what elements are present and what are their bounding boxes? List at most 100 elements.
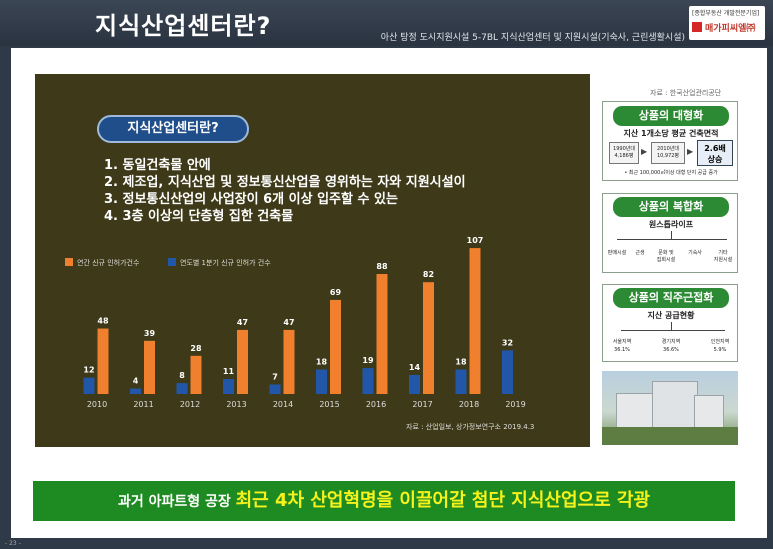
bar-annual	[190, 355, 202, 394]
card-complex-sub: 원스톱라이프	[648, 220, 694, 229]
bar-q1	[130, 388, 141, 394]
region-name: 서울지역	[612, 339, 632, 345]
bar-annual	[376, 274, 388, 394]
box-2010s: 2010년대 10,972평	[651, 142, 685, 164]
card-proximity-sub: 지산 공급현황	[647, 311, 695, 320]
definition-item: 1. 동일건축물 안에	[104, 158, 211, 173]
facility-item: 문화 및 집회시설	[656, 250, 676, 263]
data-label: 4	[133, 377, 139, 386]
card-large-scale: 상품의 대형화 지산 1개소당 평균 건축면적 1990년대 4,186평 ▶ …	[602, 101, 738, 181]
facility-item: 근생	[635, 250, 645, 256]
data-label: 47	[237, 318, 248, 327]
bar-q1	[83, 377, 95, 394]
definition-item: 4. 3층 이상의 단층형 집한 건축물	[104, 209, 294, 224]
tree-connector	[617, 239, 727, 240]
box-2010s-label: 2010년대	[657, 146, 679, 152]
data-label: 11	[223, 367, 235, 376]
chart-source: 자료 : 산업일보, 상가정보연구소 2019.4.3	[406, 423, 535, 431]
box-growth: 2.6배 상승	[697, 140, 733, 166]
box-1990s-label: 1990년대	[613, 146, 635, 152]
legend-q1: 연도별 1분기 신규 인허가 건수	[168, 258, 271, 268]
facility-item: 기숙사	[688, 250, 702, 256]
definition-list: 1. 동일건축물 안에 2. 제조업, 지식산업 및 정보통신산업을 영위하는 …	[104, 157, 466, 225]
box-1990s: 1990년대 4,186평	[609, 142, 639, 164]
data-label: 19	[362, 356, 374, 365]
data-label: 69	[330, 288, 342, 297]
box-growth-label: 상승	[707, 155, 723, 164]
data-label: 32	[502, 338, 513, 347]
card-complex: 상품의 복합화 원스톱라이프 판매시설 근생 문화 및 집회시설 기숙사 기타 …	[602, 193, 738, 273]
bar-q1	[409, 374, 420, 394]
tree-connector	[621, 330, 725, 331]
lawn	[602, 427, 738, 445]
box-2010s-value: 10,972평	[656, 153, 680, 159]
bar-q1	[362, 368, 374, 394]
data-label: 39	[144, 329, 156, 338]
region-value: 36.6%	[663, 347, 679, 353]
x-tick-label: 2019	[505, 400, 525, 409]
definition-pill: 지식산업센터란?	[97, 115, 249, 143]
bar-annual	[469, 248, 481, 394]
data-label: 28	[190, 344, 202, 353]
legend-swatch-orange	[65, 258, 73, 266]
bar-annual	[144, 340, 155, 394]
legend-label-q1: 연도별 1분기 신규 인허가 건수	[180, 259, 271, 267]
data-label: 14	[409, 363, 421, 372]
arrow-right-icon: ▶	[641, 147, 648, 156]
x-tick-label: 2013	[226, 400, 246, 409]
tree-connector	[671, 231, 672, 239]
region-value: 36.1%	[614, 347, 630, 353]
facility-item: 기타 지원시설	[713, 250, 733, 263]
card-large-head: 상품의 대형화	[613, 106, 729, 126]
box-growth-value: 2.6배	[704, 144, 726, 153]
page-title: 지식산업센터란?	[95, 12, 272, 40]
banner-prefix: 과거 아파트형 공장	[117, 494, 236, 510]
data-label: 107	[467, 236, 484, 245]
brand-logo-box: [종합부동산 개발전문기업] 매가피씨엘㈜	[689, 6, 765, 40]
building-block	[616, 393, 656, 431]
facility-item: 판매시설	[607, 250, 627, 256]
card-complex-head: 상품의 복합화	[613, 197, 729, 217]
bar-q1	[176, 383, 188, 394]
bar-q1	[316, 369, 327, 394]
region-name: 경기지역	[661, 339, 681, 345]
brand-name: 매가피씨엘㈜	[705, 24, 756, 34]
banner-highlight: 최근 4차 산업혁명을 이끌어갈 첨단 지식산업으로 각광	[235, 490, 651, 511]
x-tick-label: 2018	[459, 400, 479, 409]
source-note-top: 자료 : 한국산업관리공단	[650, 89, 722, 97]
arrow-right-icon: ▶	[687, 147, 694, 156]
bottom-banner: 과거 아파트형 공장 최근 4차 산업혁명을 이끌어갈 첨단 지식산업으로 각광	[33, 481, 735, 521]
card-proximity-head: 상품의 직주근접화	[613, 288, 729, 308]
card-large-sub: 지산 1개소당 평균 건축면적	[623, 129, 719, 138]
data-label: 82	[423, 270, 434, 279]
bar-annual	[97, 328, 109, 394]
data-label: 88	[376, 262, 388, 271]
x-tick-label: 2012	[180, 400, 200, 409]
brand-tagline: [종합부동산 개발전문기업]	[692, 10, 760, 17]
bar-annual	[330, 299, 341, 394]
box-1990s-value: 4,186평	[614, 153, 634, 159]
building-block	[652, 381, 698, 431]
legend-label-annual: 연간 신규 인허가건수	[77, 259, 140, 267]
data-label: 12	[83, 366, 94, 375]
bar-q1	[269, 384, 281, 394]
building-block	[694, 395, 724, 429]
region-name: 인천지역	[710, 339, 730, 345]
data-label: 18	[455, 357, 467, 366]
page-number: - 23 -	[5, 540, 21, 547]
data-label: 18	[316, 357, 328, 366]
tree-connector	[671, 322, 672, 330]
header-bar	[0, 0, 773, 46]
definition-item: 2. 제조업, 지식산업 및 정보통신산업을 영위하는 자와 지원시설이	[104, 175, 466, 190]
x-tick-label: 2016	[366, 400, 386, 409]
bar-annual	[283, 329, 295, 394]
legend-annual: 연간 신규 인허가건수	[65, 258, 139, 268]
x-tick-label: 2015	[319, 400, 339, 409]
x-tick-label: 2017	[412, 400, 432, 409]
bar-q1	[455, 369, 467, 394]
building-rendering-image	[602, 371, 738, 445]
x-tick-label: 2010	[87, 400, 107, 409]
x-tick-label: 2011	[133, 400, 153, 409]
page-subtitle: 아산 탕정 도시지원시설 5-7BL 지식산업센터 및 지원시설(기숙사, 근린…	[380, 33, 685, 43]
bar-annual	[237, 329, 248, 394]
